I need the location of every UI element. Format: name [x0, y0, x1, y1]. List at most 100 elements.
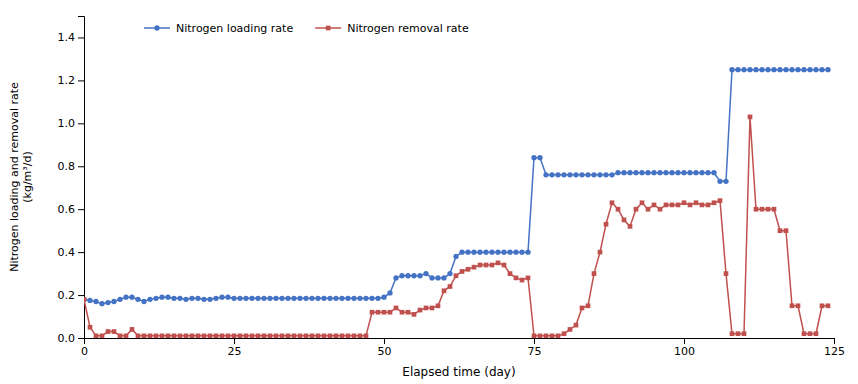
marker [724, 271, 729, 276]
marker [700, 203, 705, 208]
marker [465, 249, 470, 254]
marker [705, 170, 710, 175]
marker [484, 263, 489, 268]
marker [147, 297, 152, 302]
marker [561, 172, 566, 177]
marker [399, 273, 404, 278]
marker [423, 271, 428, 276]
series-line [84, 117, 828, 336]
marker [520, 278, 525, 283]
marker [447, 271, 452, 276]
marker [208, 334, 213, 338]
marker [105, 300, 110, 305]
marker [621, 170, 626, 175]
marker [723, 179, 728, 184]
marker [802, 331, 807, 336]
legend-item: Nitrogen loading rate [144, 22, 293, 35]
marker [489, 249, 494, 254]
marker [808, 331, 813, 336]
marker [759, 67, 764, 72]
marker [177, 296, 182, 301]
marker [88, 325, 93, 330]
marker [742, 331, 747, 336]
tick-label: 0.4 [58, 246, 76, 259]
marker [99, 301, 104, 306]
marker [754, 207, 759, 212]
marker [406, 310, 411, 315]
marker [363, 296, 368, 301]
marker [195, 296, 200, 301]
marker [652, 203, 657, 208]
marker [730, 331, 735, 336]
tick-mark [78, 252, 84, 253]
tick-mark [834, 338, 835, 344]
marker [549, 172, 554, 177]
marker [274, 334, 279, 338]
marker [771, 67, 776, 72]
tick: 1.0 [58, 117, 85, 130]
tick-mark [78, 338, 84, 339]
marker [597, 172, 602, 177]
marker [766, 207, 771, 212]
marker [159, 295, 164, 300]
marker [592, 271, 597, 276]
series-line [84, 70, 828, 304]
tick: 0.0 [58, 332, 85, 345]
marker [285, 296, 290, 301]
y-axis: 0.00.20.40.60.81.01.21.4 [58, 17, 85, 346]
marker [508, 271, 513, 276]
marker [370, 310, 375, 315]
tick-mark [234, 338, 235, 344]
marker [279, 296, 284, 301]
tick-mark [78, 166, 84, 167]
legend: Nitrogen loading rate Nitrogen removal ra… [144, 22, 469, 35]
marker [189, 296, 194, 301]
marker [526, 276, 531, 281]
tick: 0.4 [58, 246, 85, 259]
tick: 1.4 [58, 31, 85, 44]
marker [148, 334, 153, 338]
marker [442, 288, 447, 293]
marker [262, 334, 267, 338]
marker [207, 297, 212, 302]
marker [634, 207, 639, 212]
x-axis-title: Elapsed time (day) [402, 365, 515, 379]
marker [238, 334, 243, 338]
legend-label: Nitrogen removal rate [347, 22, 469, 35]
marker [375, 296, 380, 301]
marker [645, 170, 650, 175]
marker [429, 275, 434, 280]
marker [154, 334, 159, 338]
marker [267, 296, 272, 301]
marker [142, 334, 147, 338]
marker [646, 207, 651, 212]
series-markers [84, 115, 830, 338]
marker [688, 203, 693, 208]
marker [477, 249, 482, 254]
tick: 125 [824, 338, 845, 358]
marker [525, 249, 530, 254]
marker [178, 334, 183, 338]
tick: 50 [378, 338, 392, 358]
series-layer [84, 67, 831, 338]
marker [820, 303, 825, 308]
marker [231, 296, 236, 301]
marker [280, 334, 285, 338]
marker [172, 334, 177, 338]
marker [783, 67, 788, 72]
marker [579, 172, 584, 177]
legend-label: Nitrogen loading rate [176, 22, 293, 35]
marker [202, 334, 207, 338]
legend-item: Nitrogen removal rate [315, 22, 469, 35]
marker [556, 334, 561, 338]
marker [796, 303, 801, 308]
marker [490, 263, 495, 268]
marker [244, 334, 249, 338]
marker [249, 296, 254, 301]
marker [543, 172, 548, 177]
marker [699, 170, 704, 175]
tick-label: 1.4 [58, 31, 76, 44]
marker [639, 170, 644, 175]
marker [669, 170, 674, 175]
marker [604, 222, 609, 227]
